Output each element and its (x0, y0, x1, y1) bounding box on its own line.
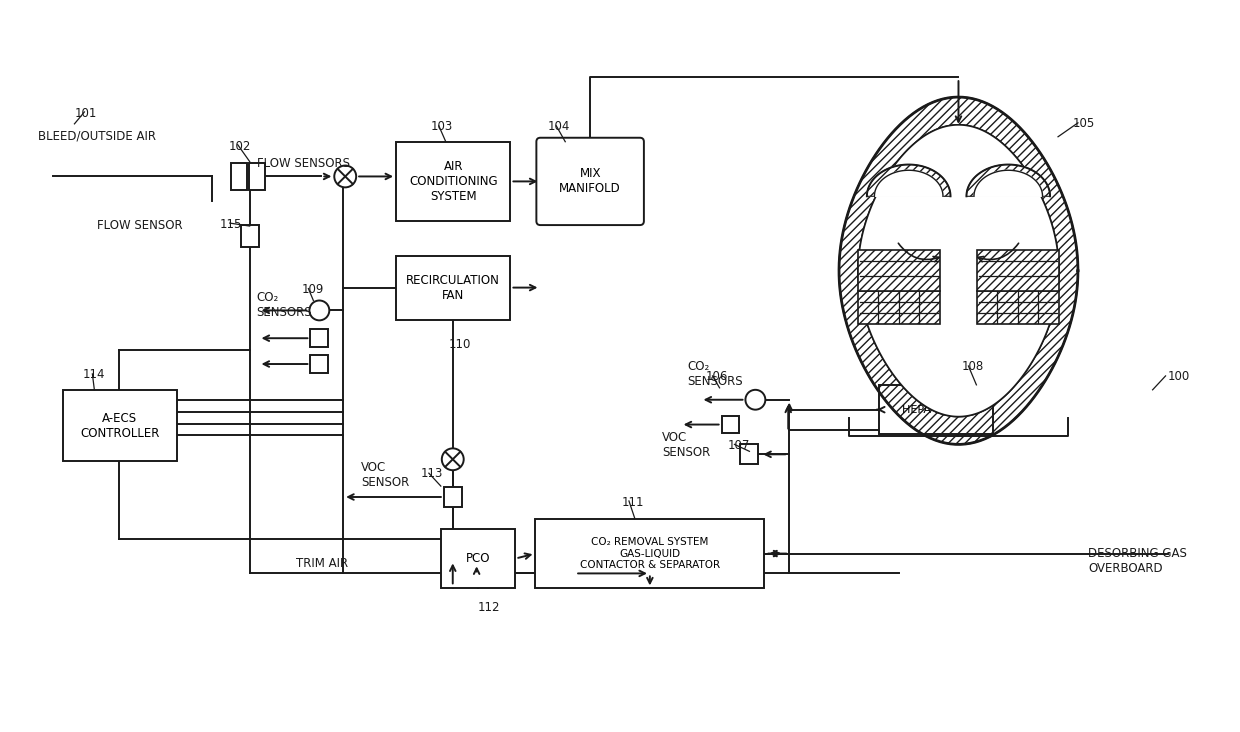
Bar (858, 250, 940, 291)
Text: DESORBING GAS
OVERBOARD: DESORBING GAS OVERBOARD (1087, 547, 1187, 575)
FancyBboxPatch shape (537, 138, 644, 225)
Bar (858, 291, 940, 324)
Bar (740, 444, 759, 464)
Bar (440, 529, 516, 589)
Text: 107: 107 (728, 439, 750, 452)
Text: 104: 104 (547, 120, 569, 133)
Polygon shape (966, 165, 1050, 196)
Text: 112: 112 (477, 601, 500, 614)
Bar (231, 163, 247, 190)
Bar (977, 250, 1059, 291)
Text: HEPA FILTER: HEPA FILTER (901, 405, 970, 414)
Text: A-ECS
CONTROLLER: A-ECS CONTROLLER (81, 411, 160, 439)
Bar (536, 519, 764, 589)
Text: 113: 113 (420, 467, 443, 480)
Text: 106: 106 (706, 370, 728, 383)
Text: 105: 105 (1073, 117, 1095, 130)
Polygon shape (839, 97, 1078, 444)
Circle shape (745, 390, 765, 410)
Text: VOC
SENSOR: VOC SENSOR (361, 461, 409, 489)
Text: CO₂
SENSORS: CO₂ SENSORS (688, 360, 743, 388)
Bar (444, 487, 461, 507)
Text: MIX
MANIFOLD: MIX MANIFOLD (559, 168, 621, 195)
Text: FLOW SENSORS: FLOW SENSORS (257, 157, 350, 170)
Bar (241, 225, 259, 247)
Bar (879, 385, 993, 435)
Text: 102: 102 (228, 140, 252, 153)
Bar (310, 329, 329, 347)
Text: 110: 110 (449, 338, 471, 351)
Circle shape (441, 449, 464, 470)
Text: 100: 100 (1168, 370, 1190, 383)
Bar (722, 416, 739, 433)
Bar (310, 355, 329, 373)
Bar (249, 163, 264, 190)
Text: 115: 115 (219, 218, 242, 231)
Text: TRIM AIR: TRIM AIR (296, 556, 348, 569)
Text: CO₂ REMOVAL SYSTEM
GAS-LIQUID
CONTACTOR & SEPARATOR: CO₂ REMOVAL SYSTEM GAS-LIQUID CONTACTOR … (580, 537, 720, 570)
Bar (396, 256, 511, 321)
Bar (62, 390, 177, 461)
PathPatch shape (858, 125, 1059, 417)
Polygon shape (867, 165, 951, 196)
Text: BLEED/OUTSIDE AIR: BLEED/OUTSIDE AIR (37, 130, 156, 143)
Text: 111: 111 (622, 496, 645, 509)
Text: AIR
CONDITIONING
SYSTEM: AIR CONDITIONING SYSTEM (409, 160, 497, 203)
Text: 103: 103 (430, 120, 453, 133)
Text: PCO: PCO (466, 552, 490, 565)
Bar (396, 142, 511, 221)
Text: VOC
SENSOR: VOC SENSOR (662, 431, 711, 460)
Text: RECIRCULATION
FAN: RECIRCULATION FAN (407, 274, 500, 302)
Text: 109: 109 (301, 283, 324, 296)
Circle shape (310, 301, 330, 321)
Bar (977, 291, 1059, 324)
Text: FLOW SENSOR: FLOW SENSOR (98, 219, 184, 232)
Text: CO₂
SENSORS: CO₂ SENSORS (257, 291, 312, 318)
Circle shape (335, 165, 356, 187)
Text: 114: 114 (82, 368, 105, 381)
Text: 101: 101 (74, 107, 97, 120)
Polygon shape (874, 171, 942, 196)
Polygon shape (973, 171, 1043, 196)
Text: 108: 108 (961, 360, 983, 373)
